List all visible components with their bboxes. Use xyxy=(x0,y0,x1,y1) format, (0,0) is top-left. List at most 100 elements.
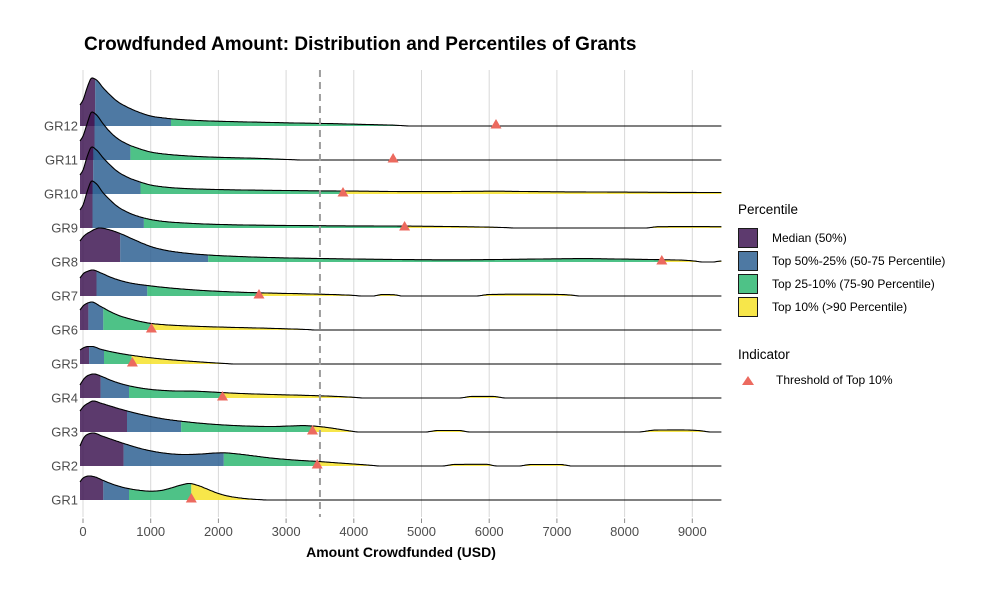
ridge-gr7-band-median xyxy=(80,270,97,296)
top10-threshold-marker-gr7 xyxy=(253,289,265,299)
legend-swatch-icon xyxy=(738,250,758,271)
x-tick-label-0: 0 xyxy=(79,524,86,539)
x-tick-label-2000: 2000 xyxy=(204,524,233,539)
threshold-triangle-icon xyxy=(742,375,754,385)
ridge-gr12-outline xyxy=(79,77,722,127)
legend-item-3: Top 10% (>90 Percentile) xyxy=(738,295,1000,318)
y-axis-label-gr7: GR7 xyxy=(51,289,78,304)
ridge-gr8-outline xyxy=(79,227,722,263)
top10-threshold-marker-gr1 xyxy=(185,493,197,503)
top10-threshold-marker-gr12 xyxy=(490,119,502,129)
legend-item-2: Top 25-10% (75-90 Percentile) xyxy=(738,272,1000,295)
ridge-gr9-band-median xyxy=(80,181,93,228)
ridge-gr11-outline xyxy=(79,111,722,161)
x-tick-label-9000: 9000 xyxy=(678,524,707,539)
legend-indicator-title: Indicator xyxy=(738,347,790,362)
ridge-gr6-outline xyxy=(79,301,722,331)
y-axis-label-gr10: GR10 xyxy=(44,187,78,202)
ridge-gr4-outline xyxy=(79,373,722,399)
ridge-gr3-band-p75-90 xyxy=(181,421,313,432)
legend-swatch-icon xyxy=(738,296,758,317)
ridge-gr1-band-p50-75 xyxy=(103,480,129,500)
ridge-gr4-band-p50-75 xyxy=(100,376,129,398)
top10-threshold-marker-gr11 xyxy=(387,153,399,163)
ridge-gr5-band-p50-75 xyxy=(89,346,104,364)
top10-threshold-marker-gr6 xyxy=(145,323,157,333)
ridge-gr5-band-top10 xyxy=(131,355,722,364)
ridge-gr9-band-p50-75 xyxy=(92,181,144,228)
ridge-gr7-band-top10 xyxy=(259,292,722,296)
legend-item-label: Median (50%) xyxy=(772,230,847,245)
y-axis-label-gr2: GR2 xyxy=(51,459,78,474)
ridge-gr6-band-median xyxy=(80,302,89,330)
legend-item-label: Top 50%-25% (50-75 Percentile) xyxy=(772,253,946,268)
x-tick-label-1000: 1000 xyxy=(136,524,165,539)
legend-indicator-label: Threshold of Top 10% xyxy=(776,373,893,387)
y-axis-label-gr6: GR6 xyxy=(51,323,78,338)
top10-threshold-marker-gr9 xyxy=(399,221,411,231)
ridge-gr1-band-top10 xyxy=(191,483,722,500)
top10-threshold-marker-gr2 xyxy=(311,459,323,469)
legend-swatch-icon xyxy=(738,273,758,294)
y-axis-label-gr12: GR12 xyxy=(44,119,78,134)
y-axis-label-gr4: GR4 xyxy=(51,391,78,406)
ridge-gr5-band-p75-90 xyxy=(104,350,132,364)
y-axis-label-gr1: GR1 xyxy=(51,493,78,508)
x-tick-label-4000: 4000 xyxy=(339,524,368,539)
x-tick-label-8000: 8000 xyxy=(610,524,639,539)
x-tick-label-3000: 3000 xyxy=(272,524,301,539)
ridge-gr4-band-p75-90 xyxy=(129,385,223,398)
ridge-gr2-band-median xyxy=(80,433,124,466)
ridge-gr2-band-top10 xyxy=(317,461,722,466)
top10-threshold-marker-gr4 xyxy=(217,391,228,401)
top10-threshold-marker-gr5 xyxy=(126,357,138,367)
legend-percentile-title: Percentile xyxy=(738,202,799,217)
ridge-gr3-band-top10 xyxy=(312,426,722,432)
ridge-gr6-band-top10 xyxy=(151,323,722,330)
ridge-gr2-band-p50-75 xyxy=(123,443,224,466)
legend: Percentile Median (50%) Top 50%-25% (50-7… xyxy=(738,202,1000,391)
x-tick-label-7000: 7000 xyxy=(542,524,571,539)
legend-item-0: Median (50%) xyxy=(738,226,1000,249)
y-axis-label-gr11: GR11 xyxy=(45,153,78,168)
top10-threshold-marker-gr3 xyxy=(307,425,318,435)
ridge-gr3-outline xyxy=(79,400,722,433)
ridge-gr11-band-p75-90 xyxy=(130,145,394,160)
ridge-gr7-band-p50-75 xyxy=(96,271,148,296)
x-axis-title: Amount Crowdfunded (USD) xyxy=(306,544,496,560)
ridge-gr5-band-median xyxy=(80,346,90,364)
ridge-gr12-band-p75-90 xyxy=(171,118,496,126)
ridge-gr8-band-median xyxy=(80,228,121,262)
ridge-gr8-band-p75-90 xyxy=(208,255,662,262)
ridge-gr6-band-p75-90 xyxy=(103,307,152,330)
legend-percentile-items: Median (50%) Top 50%-25% (50-75 Percentil… xyxy=(738,226,1000,318)
ridge-gr10-band-p50-75 xyxy=(93,147,141,194)
legend-item-1: Top 50%-25% (50-75 Percentile) xyxy=(738,249,1000,272)
x-tick-label-5000: 5000 xyxy=(407,524,436,539)
ridge-gr9-outline xyxy=(79,180,722,229)
ridge-gr12-band-p50-75 xyxy=(95,79,171,126)
legend-item-label: Top 25-10% (75-90 Percentile) xyxy=(772,276,935,291)
y-axis-label-gr5: GR5 xyxy=(51,357,78,372)
ridge-gr8-band-p50-75 xyxy=(120,233,209,262)
ridge-gr9-band-p75-90 xyxy=(143,218,405,228)
top10-threshold-marker-gr8 xyxy=(656,255,668,265)
ridge-gr2-band-p75-90 xyxy=(223,452,318,466)
ridge-gr1-band-p75-90 xyxy=(129,483,192,500)
ridge-gr3-band-median xyxy=(80,401,127,432)
ridge-gr4-band-median xyxy=(80,374,101,398)
ridge-gr10-band-median xyxy=(80,147,94,194)
ridge-gr5-outline xyxy=(79,345,722,365)
y-axis-label-gr3: GR3 xyxy=(51,425,78,440)
y-axis-label-gr8: GR8 xyxy=(51,255,78,270)
top10-threshold-marker-gr10 xyxy=(337,187,349,197)
ridge-gr10-outline xyxy=(79,146,722,194)
ridge-gr2-outline xyxy=(79,432,722,467)
ridge-gr6-band-p50-75 xyxy=(88,302,104,330)
legend-swatch-icon xyxy=(738,227,758,248)
ridge-gr1-band-median xyxy=(80,476,104,500)
ridge-gr7-outline xyxy=(79,269,722,297)
chart-title: Crowdfunded Amount: Distribution and Per… xyxy=(84,34,637,55)
